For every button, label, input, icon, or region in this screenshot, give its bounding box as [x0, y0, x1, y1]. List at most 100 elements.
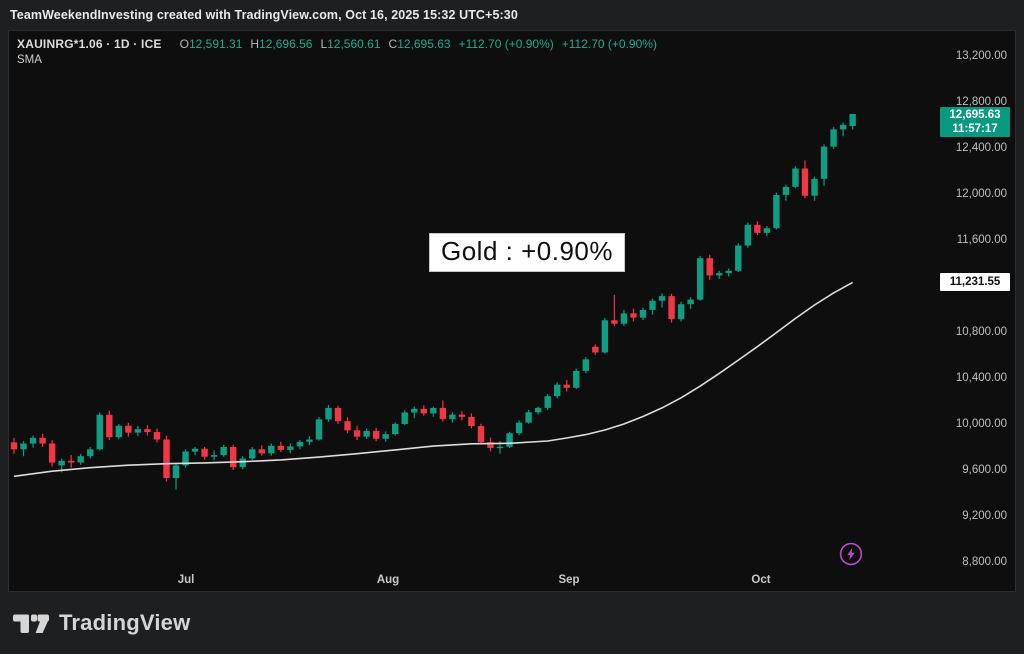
candle: [706, 254, 713, 281]
candle: [125, 422, 132, 437]
candle: [582, 357, 589, 374]
candle: [29, 435, 37, 448]
high-value: 12,696.56: [259, 37, 313, 51]
price-tick-label: 8,800.00: [962, 556, 1007, 568]
flash-button[interactable]: [839, 542, 863, 566]
candle: [544, 393, 551, 410]
candle: [620, 309, 628, 327]
candle: [649, 298, 656, 315]
candle: [601, 317, 609, 354]
candle: [792, 166, 799, 189]
symbol-title[interactable]: XAUINRG*1.06 · 1D · ICE: [17, 37, 162, 51]
time-axis-label: Aug: [376, 574, 400, 586]
candle: [106, 410, 113, 441]
candle: [801, 160, 809, 199]
price-tick-label: 9,200.00: [962, 510, 1007, 522]
last-price-value: 12,695.63: [949, 109, 1001, 121]
close-label: C: [388, 37, 398, 51]
low-value: 12,560.61: [327, 37, 381, 51]
candle: [458, 411, 466, 421]
time-axis-label: Oct: [751, 574, 771, 586]
candle: [725, 268, 732, 277]
candle: [363, 428, 370, 439]
candle: [449, 412, 456, 423]
candle: [258, 445, 265, 456]
sma-line: [13, 281, 853, 478]
low-label: L: [320, 37, 328, 51]
candle: [611, 294, 618, 327]
last-price-badge: 12,695.63 11:57:17: [940, 107, 1010, 137]
candle: [134, 425, 142, 437]
candle: [839, 122, 847, 137]
candle: [592, 344, 599, 355]
candle: [744, 222, 752, 248]
bar-countdown: 11:57:17: [952, 123, 998, 135]
candle: [277, 441, 285, 453]
price-tick-label: 12,800.00: [955, 96, 1007, 108]
tradingview-logo-icon: [13, 614, 49, 633]
price-tick-label: 10,800.00: [955, 326, 1007, 338]
candle: [392, 422, 399, 436]
candle: [754, 221, 761, 236]
candle: [39, 433, 46, 447]
candle: [658, 293, 666, 308]
time-axis-label: Jul: [177, 574, 195, 586]
candle: [411, 406, 418, 419]
candle: [439, 400, 447, 422]
candle: [48, 440, 56, 467]
candle: [849, 113, 856, 130]
chart-pane[interactable]: XAUINRG*1.06 · 1D · ICE O12,591.31 H12,696…: [8, 30, 1016, 592]
price-tick-label: 10,000.00: [955, 418, 1007, 430]
candle: [506, 431, 513, 448]
candle: [172, 463, 180, 490]
candle: [735, 243, 742, 272]
candle: [10, 437, 18, 454]
footer-bar: TradingView: [0, 592, 1024, 654]
tradingview-logo-text: TradingView: [59, 610, 191, 635]
change-value: +112.70 (+0.90%): [458, 37, 554, 51]
candle: [639, 307, 647, 320]
candle: [334, 405, 342, 424]
candle: [153, 428, 161, 443]
candle: [696, 255, 704, 301]
high-label: H: [250, 37, 260, 51]
tradingview-logo[interactable]: TradingView: [13, 610, 190, 637]
candle: [782, 184, 790, 201]
candle: [201, 447, 208, 460]
candle: [287, 443, 294, 454]
candle: [668, 293, 675, 323]
time-axis-label: Sep: [558, 574, 580, 586]
candlestick-plot[interactable]: [9, 31, 1017, 593]
attribution-bar: TeamWeekendInvesting created with Tradin…: [0, 0, 1024, 30]
candle: [249, 447, 256, 461]
candle: [573, 368, 580, 389]
price-tick-label: 10,400.00: [955, 372, 1007, 384]
price-tick-label: 12,000.00: [955, 188, 1007, 200]
price-tick-label: 12,400.00: [955, 142, 1007, 154]
indicator-legend-sma[interactable]: SMA: [17, 54, 42, 66]
candle: [420, 405, 427, 416]
candle: [487, 437, 494, 452]
gold-change-overlay: Gold : +0.90%: [429, 233, 625, 272]
candle: [163, 435, 170, 482]
candle: [468, 413, 475, 429]
candle: [773, 192, 780, 230]
candle: [382, 431, 389, 442]
candle: [210, 450, 218, 461]
candle: [96, 412, 103, 451]
candle: [229, 444, 237, 470]
candle: [630, 308, 637, 322]
candle: [534, 406, 542, 415]
candle: [554, 382, 561, 399]
candle: [182, 449, 189, 468]
candle: [87, 447, 94, 459]
candle: [296, 440, 304, 450]
candle: [58, 458, 65, 473]
candle: [220, 444, 227, 457]
candle: [77, 453, 84, 465]
sma-price-badge: 11,231.55: [940, 273, 1010, 291]
candle: [115, 424, 123, 439]
candle: [677, 301, 685, 322]
change-value-repeat: +112.70 (+0.90%): [561, 37, 657, 51]
candle: [401, 410, 408, 425]
